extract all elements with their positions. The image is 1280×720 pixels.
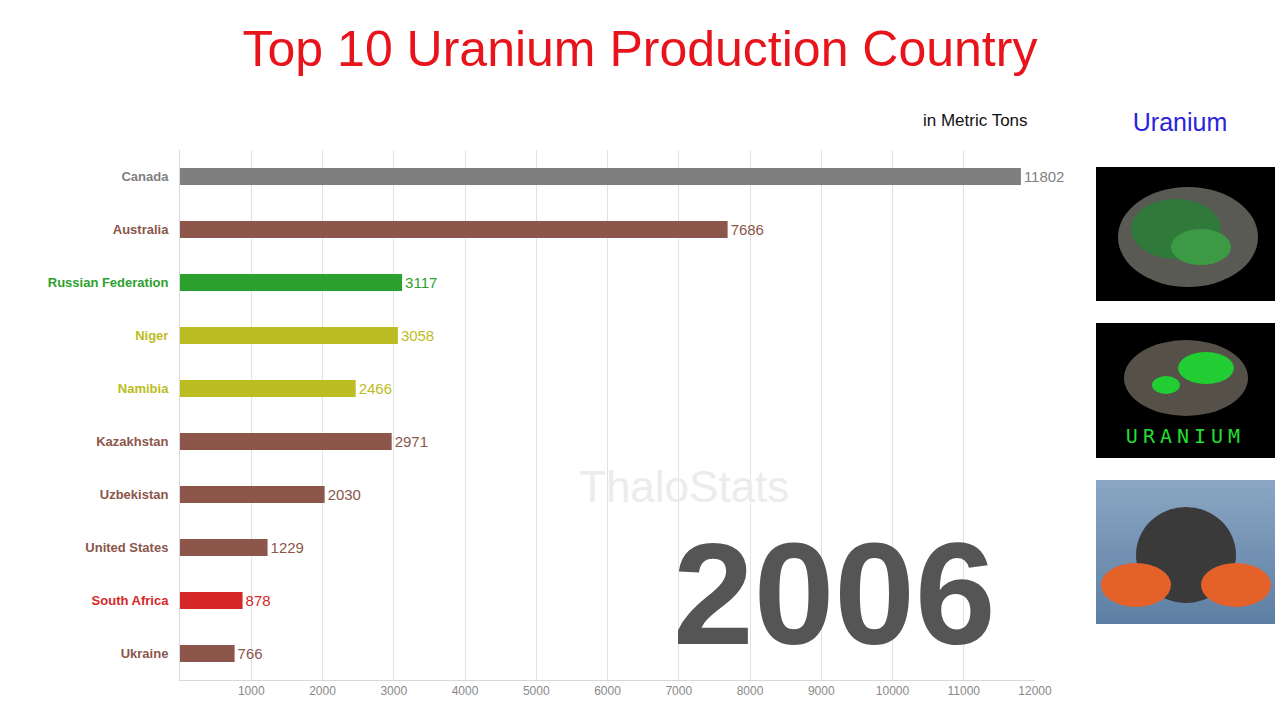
svg-text:Uzbekistan: Uzbekistan bbox=[100, 487, 169, 502]
svg-text:6000: 6000 bbox=[594, 684, 621, 698]
svg-text:7686: 7686 bbox=[731, 221, 764, 238]
svg-text:8000: 8000 bbox=[737, 684, 764, 698]
svg-text:10000: 10000 bbox=[876, 684, 910, 698]
svg-text:11802: 11802 bbox=[1024, 168, 1064, 185]
svg-text:3058: 3058 bbox=[401, 327, 434, 344]
svg-text:Kazakhstan: Kazakhstan bbox=[96, 434, 168, 449]
html-text:Uranium: Uranium bbox=[1132, 108, 1228, 136]
svg-text:Top 10 Uranium Production Coun: Top 10 Uranium Production Country bbox=[243, 21, 1038, 77]
svg-text:Russian Federation: Russian Federation bbox=[48, 275, 169, 290]
svg-text:878: 878 bbox=[246, 592, 271, 609]
svg-text:United States: United States bbox=[85, 540, 168, 555]
svg-text:2466: 2466 bbox=[359, 380, 392, 397]
svg-text:4000: 4000 bbox=[452, 684, 479, 698]
svg-text:12000: 12000 bbox=[1018, 684, 1052, 698]
svg-text:Ukraine: Ukraine bbox=[121, 646, 169, 661]
svg-text:South Africa: South Africa bbox=[92, 593, 170, 608]
svg-text:11000: 11000 bbox=[948, 684, 981, 698]
svg-text:766: 766 bbox=[238, 645, 263, 662]
svg-text:3117: 3117 bbox=[405, 274, 437, 291]
svg-text:Namibia: Namibia bbox=[118, 381, 169, 396]
svg-text:2030: 2030 bbox=[328, 486, 361, 503]
svg-text:5000: 5000 bbox=[523, 684, 550, 698]
svg-text:2971: 2971 bbox=[395, 433, 428, 450]
svg-text:Canada: Canada bbox=[121, 169, 169, 184]
svg-text:2000: 2000 bbox=[309, 684, 336, 698]
svg-text:3000: 3000 bbox=[380, 684, 407, 698]
svg-text:7000: 7000 bbox=[665, 684, 692, 698]
svg-text:9000: 9000 bbox=[808, 684, 835, 698]
svg-text:2006: 2006 bbox=[673, 513, 996, 675]
svg-text:1229: 1229 bbox=[271, 539, 304, 556]
svg-text:in Metric Tons: in Metric Tons bbox=[923, 111, 1028, 130]
svg-text:1000: 1000 bbox=[238, 684, 265, 698]
html-text:URANIUM: URANIUM bbox=[1125, 424, 1246, 448]
svg-text:ThaloStats: ThaloStats bbox=[579, 462, 789, 511]
svg-text:Australia: Australia bbox=[113, 222, 169, 237]
svg-text:Niger: Niger bbox=[135, 328, 168, 343]
